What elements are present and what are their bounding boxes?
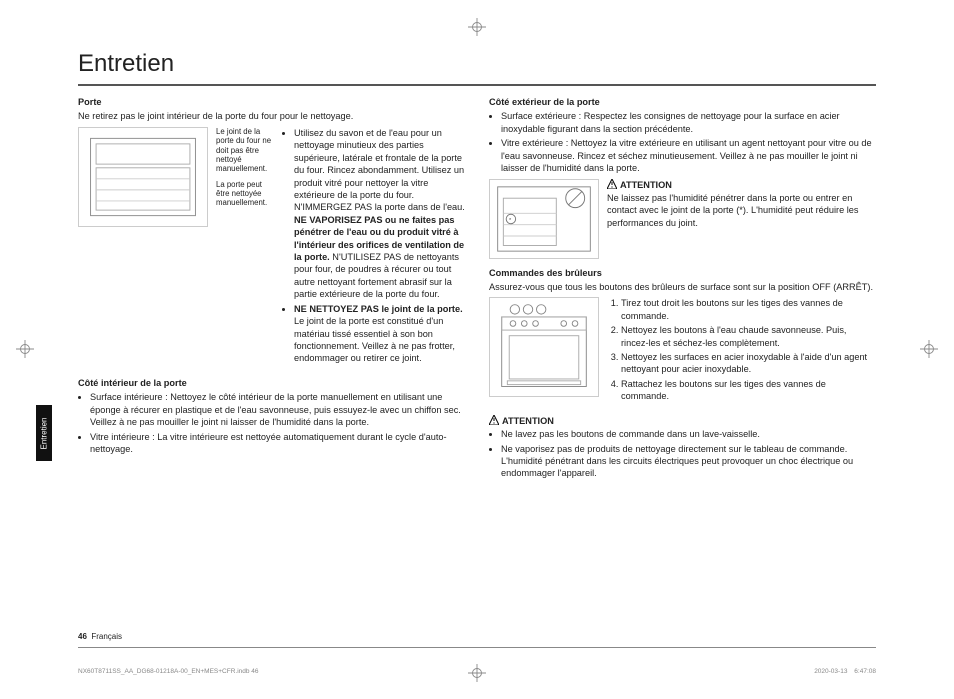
footer-lang: Français [91, 632, 122, 641]
imprint: NX60T8711SS_AA_DG68-01218A-00_EN+MES+CFR… [78, 668, 876, 675]
ext-bullets: Surface extérieure : Respectez les consi… [489, 110, 876, 174]
attention-1-heading: ATTENTION [607, 179, 876, 192]
cmd-intro: Assurez-vous que tous les boutons des br… [489, 281, 876, 293]
cmd-step-1: Tirez tout droit les boutons sur les tig… [621, 297, 876, 322]
attention-label: ATTENTION [502, 416, 554, 426]
side-tab: Entretien [36, 405, 52, 461]
side-tab-label: Entretien [40, 417, 49, 449]
porte-bullets: Utilisez du savon et de l'eau pour un ne… [282, 127, 465, 367]
attention-1-text: Ne laissez pas l'humidité pénétrer dans … [607, 192, 876, 229]
left-column: Porte Ne retirez pas le joint intérieur … [78, 96, 465, 484]
reg-mark-left [16, 340, 34, 358]
heading-int: Côté intérieur de la porte [78, 377, 465, 389]
callout-2: La porte peut être nettoyée manuellement… [216, 180, 274, 208]
cmd-step-4: Rattachez les boutons sur les tiges des … [621, 378, 876, 403]
chapter-title: Entretien [78, 50, 876, 78]
reg-mark-right [920, 340, 938, 358]
t-lead: Surface intérieure [90, 392, 163, 402]
porte-intro: Ne retirez pas le joint intérieur de la … [78, 110, 465, 122]
figure-range-knobs [489, 297, 599, 397]
right-column: Côté extérieur de la porte Surface extér… [489, 96, 876, 484]
porte-bullet-1: Utilisez du savon et de l'eau pour un ne… [294, 127, 465, 301]
t-lead: Vitre extérieure [501, 138, 563, 148]
heading-porte: Porte [78, 96, 465, 108]
attention-label: ATTENTION [620, 180, 672, 190]
reg-mark-top [468, 18, 486, 36]
attn2-bullet-2: Ne vaporisez pas de produits de nettoyag… [501, 443, 876, 480]
heading-cmd: Commandes des brûleurs [489, 267, 876, 279]
porte-block: Le joint de la porte du four ne doit pas… [78, 127, 465, 371]
attention-2-bullets: Ne lavez pas les boutons de commande dan… [489, 428, 876, 480]
figure-door-warning: * [489, 179, 599, 259]
divider-footer [78, 647, 876, 648]
t: Le joint de la porte est constitué d'un … [294, 316, 455, 363]
int-bullet-1: Surface intérieure : Nettoyez le côté in… [90, 391, 465, 428]
figure-callouts: Le joint de la porte du four ne doit pas… [216, 127, 274, 371]
attn2-bullet-1: Ne lavez pas les boutons de commande dan… [501, 428, 876, 440]
porte-bullet-2: NE NETTOYEZ PAS le joint de la porte. Le… [294, 303, 465, 365]
cmd-step-3: Nettoyez les surfaces en acier inoxydabl… [621, 351, 876, 376]
callout-1: Le joint de la porte du four ne doit pas… [216, 127, 274, 174]
t-bold: NE NETTOYEZ PAS le joint de la porte. [294, 304, 463, 314]
ext-attention-block: * ATTENTION Ne laissez pas l'humidité pé… [489, 179, 876, 259]
warning-icon [489, 415, 499, 428]
figure-oven-door [78, 127, 208, 227]
cmd-block: Tirez tout droit les boutons sur les tig… [489, 297, 876, 408]
footer: 46 Français [78, 632, 876, 648]
divider-heavy [78, 84, 876, 86]
svg-text:*: * [509, 217, 512, 223]
warning-icon [607, 179, 617, 192]
cmd-step-2: Nettoyez les boutons à l'eau chaude savo… [621, 324, 876, 349]
imprint-right: 2020-03-13 6:47:08 [814, 668, 876, 675]
int-bullet-2: Vitre intérieure : La vitre intérieure e… [90, 431, 465, 456]
t-lead: Vitre intérieure [90, 432, 150, 442]
imprint-left: NX60T8711SS_AA_DG68-01218A-00_EN+MES+CFR… [78, 668, 259, 675]
t: Utilisez du savon et de l'eau pour un ne… [294, 128, 465, 213]
cmd-steps: Tirez tout droit les boutons sur les tig… [607, 297, 876, 404]
ext-bullet-1: Surface extérieure : Respectez les consi… [501, 110, 876, 135]
ext-bullet-2: Vitre extérieure : Nettoyez la vitre ext… [501, 137, 876, 174]
heading-ext: Côté extérieur de la porte [489, 96, 876, 108]
attention-2-heading: ATTENTION [489, 415, 876, 428]
page-body: Entretien Porte Ne retirez pas le joint … [78, 50, 876, 484]
page-number: 46 [78, 632, 87, 641]
int-bullets: Surface intérieure : Nettoyez le côté in… [78, 391, 465, 455]
columns: Porte Ne retirez pas le joint intérieur … [78, 96, 876, 484]
t-lead: Surface extérieure [501, 111, 576, 121]
